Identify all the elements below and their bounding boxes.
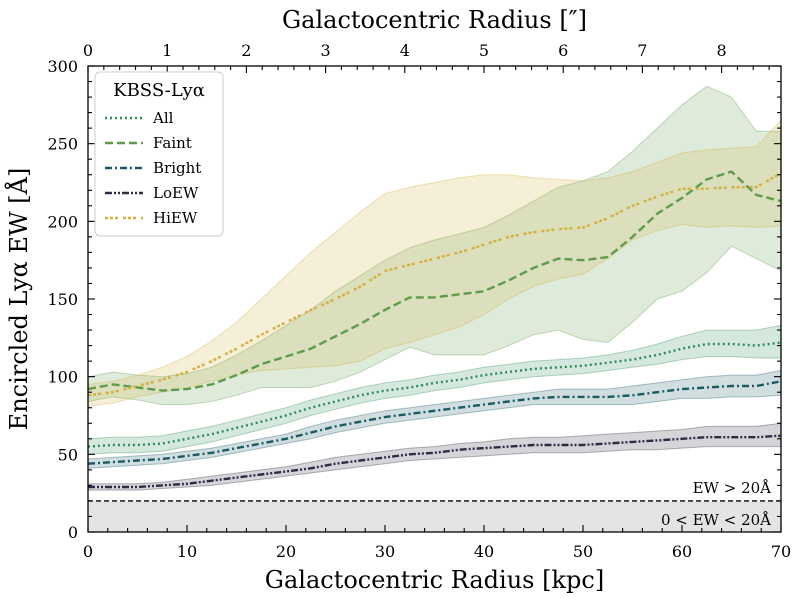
top-tick-label: 6 (558, 41, 568, 60)
line-all (87, 341, 782, 448)
legend-label-all: All (152, 109, 174, 127)
series-lines (87, 170, 782, 489)
x-tick-label: 70 (771, 542, 791, 561)
axes: 0 10 20 30 40 50 60 70 0 1 2 3 4 5 6 7 8 0 50 100 150 200 250 3… (4, 6, 791, 594)
x-tick-label: 10 (177, 542, 197, 561)
threshold-band (88, 500, 781, 532)
legend: KBSS-Lyα All Faint Bright LoEW HiEW (94, 71, 224, 237)
top-tick-label: 0 (83, 41, 93, 60)
top-tick-label: 1 (162, 41, 172, 60)
top-tick-label: 4 (400, 41, 410, 60)
y-tick-label: 250 (47, 135, 78, 154)
x-tick-label: 30 (375, 542, 395, 561)
top-tick-label: 3 (321, 41, 331, 60)
legend-label-hiew: HiEW (153, 209, 198, 227)
x-tick-label: 0 (83, 542, 93, 561)
line-loew (88, 434, 782, 489)
top-tick-label: 7 (637, 41, 647, 60)
threshold-label-below: 0 < EW < 20Å (661, 511, 771, 529)
y-tick-label: 150 (47, 290, 78, 309)
top-axis-title: Galactocentric Radius [″] (282, 6, 587, 34)
x-tick-label: 40 (474, 542, 494, 561)
top-tick-label: 8 (717, 41, 727, 60)
x-tick-label: 20 (276, 542, 296, 561)
y-axis-title: Encircled Lyα EW [Å] (4, 168, 33, 431)
y-tick-label: 300 (47, 57, 78, 76)
y-tick-label: 50 (58, 445, 78, 464)
x-tick-label: 50 (573, 542, 593, 561)
y-tick-label: 100 (47, 368, 78, 387)
top-tick-label: 2 (241, 41, 251, 60)
x-axis-title: Galactocentric Radius [kpc] (265, 566, 604, 594)
line-hiew (87, 172, 782, 397)
line-faint (87, 170, 782, 392)
threshold-label-above: EW > 20Å (693, 479, 772, 497)
threshold-layer: EW > 20Å 0 < EW < 20Å (88, 479, 781, 532)
line-bright (87, 380, 782, 465)
top-tick-label: 5 (479, 41, 489, 60)
legend-title: KBSS-Lyα (113, 80, 205, 101)
y-tick-label: 200 (47, 212, 78, 231)
legend-box (94, 71, 224, 237)
legend-label-bright: Bright (153, 159, 201, 177)
y-tick-label: 0 (68, 523, 78, 542)
legend-label-faint: Faint (153, 134, 192, 152)
legend-label-loew: LoEW (153, 184, 199, 202)
x-tick-label: 60 (672, 542, 692, 561)
